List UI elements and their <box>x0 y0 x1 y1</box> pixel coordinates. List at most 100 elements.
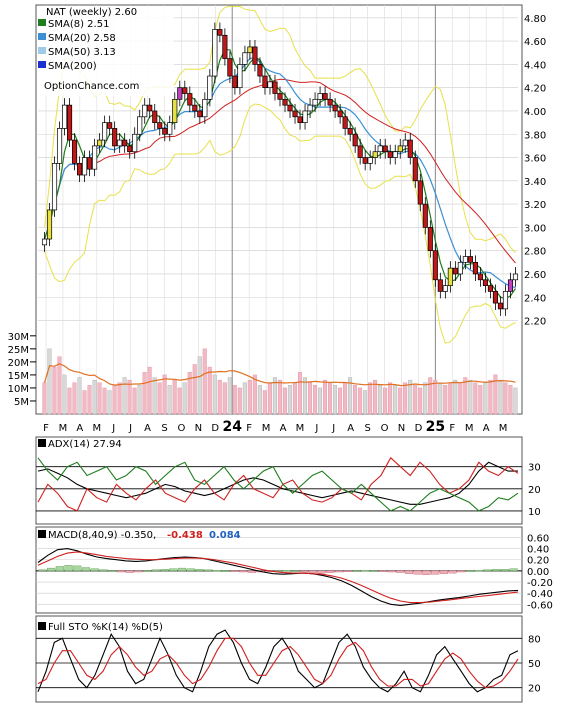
macd-histogram-bar <box>247 570 256 573</box>
candle-body <box>61 104 68 129</box>
candle-body <box>302 110 308 123</box>
volume-bar <box>483 382 488 415</box>
volume-bar <box>333 385 338 415</box>
volume-bar <box>77 377 82 415</box>
volume-bar <box>257 385 262 415</box>
candle-body <box>152 110 158 123</box>
macd-line <box>37 548 519 606</box>
macd-histogram-bar <box>195 569 204 572</box>
sto-legend-swatch <box>38 622 46 630</box>
volume-bar <box>282 387 287 415</box>
volume-bar <box>368 382 373 415</box>
legend-swatch <box>38 19 46 26</box>
macd-histogram-bar <box>483 569 492 572</box>
volume-bar <box>433 379 438 415</box>
x-tick-label: D <box>211 423 219 434</box>
macd-tick-label: 0.00 <box>527 567 549 578</box>
candle-body <box>447 267 453 286</box>
candle-body <box>112 128 118 147</box>
panel-series-line <box>37 456 519 512</box>
volume-bar <box>62 374 67 415</box>
macd-histogram-bar <box>212 570 221 572</box>
volume-bar <box>192 364 197 415</box>
volume-bar <box>363 390 368 415</box>
x-tick-label: D <box>415 423 423 434</box>
candle-body <box>77 163 83 176</box>
volume-bar <box>408 379 413 415</box>
macd-histogram-bar <box>352 570 361 572</box>
x-tick-label: M <box>262 423 271 434</box>
macd-histogram-bar <box>239 570 248 573</box>
macd-histogram-bar <box>448 570 457 574</box>
candle-body <box>357 145 363 158</box>
volume-bar <box>177 387 182 415</box>
legend-swatch <box>38 61 46 68</box>
macd-histogram-bar <box>457 570 466 573</box>
macd-histogram-bar <box>64 565 73 572</box>
volume-bar <box>478 385 483 415</box>
x-tick-label: J <box>331 423 335 434</box>
x-tick-label: M <box>59 423 68 434</box>
volume-bar <box>463 377 468 415</box>
macd-histogram-bar <box>55 566 64 572</box>
macd-histogram-bar <box>326 570 335 573</box>
x-tick-label: A <box>280 423 287 434</box>
volume-bar <box>438 382 443 415</box>
candle-body <box>282 98 288 106</box>
price-tick-label: 3.40 <box>524 177 546 188</box>
volume-bar <box>353 385 358 415</box>
candle-body <box>167 122 173 135</box>
volume-tick-label: 5M <box>14 397 29 408</box>
candle-body <box>322 93 328 100</box>
candle-body <box>352 133 358 147</box>
macd-histogram-bar <box>404 570 413 574</box>
macd-value-red: -0.438 <box>167 530 203 541</box>
candle-body <box>197 110 203 118</box>
volume-bar <box>473 382 478 415</box>
volume-bar <box>162 374 167 415</box>
adx-lines <box>37 456 519 512</box>
volume-bars <box>42 348 518 415</box>
volume-bar <box>52 366 57 415</box>
macd-histogram-bar <box>465 570 475 572</box>
x-tick-label: O <box>381 423 389 434</box>
volume-bar <box>187 372 192 415</box>
sto-title: Full STO %K(14) %D(5) <box>48 622 163 633</box>
price-tick-label: 2.20 <box>524 317 546 328</box>
price-tick-label: 4.60 <box>524 37 546 48</box>
legend-label: SMA(200) <box>48 61 97 72</box>
volume-bar <box>287 385 292 415</box>
candle-body <box>192 104 198 112</box>
volume-bar <box>458 382 463 415</box>
x-tick-label: J <box>314 423 318 434</box>
candle-body <box>422 203 428 228</box>
volume-bar <box>413 385 418 415</box>
candle-body <box>182 87 188 94</box>
candle-body <box>402 139 408 147</box>
macd-histogram-bar <box>186 568 195 572</box>
macd-histogram-bar <box>160 569 169 572</box>
x-tick-label: F <box>246 423 252 434</box>
candle-body <box>46 209 53 240</box>
volume-bar <box>112 385 117 415</box>
legend-label: SMA(8) 2.51 <box>48 19 109 30</box>
volume-bar <box>92 379 97 415</box>
candle-body <box>457 261 463 275</box>
candle-body <box>387 151 393 158</box>
macd-histogram-bar <box>413 570 422 575</box>
volume-bar <box>47 348 52 415</box>
volume-bar <box>67 387 72 415</box>
x-axis-labels: F M A M J J A S O N D 24 F M A M J J A S O N D 25 F M A M <box>43 419 507 435</box>
macd-tick-label: 0.40 <box>527 545 549 556</box>
candle-body <box>297 116 303 123</box>
legend-label: SMA(50) 3.13 <box>48 47 116 58</box>
volume-bar <box>102 387 107 415</box>
candle-body <box>147 104 153 112</box>
candle-body <box>312 98 318 106</box>
bollinger-lower-line <box>44 103 516 344</box>
x-tick-label: J <box>111 423 115 434</box>
macd-panel-frame <box>35 526 523 614</box>
macd-histogram-bar <box>221 570 230 572</box>
panel-series-line <box>37 637 519 689</box>
